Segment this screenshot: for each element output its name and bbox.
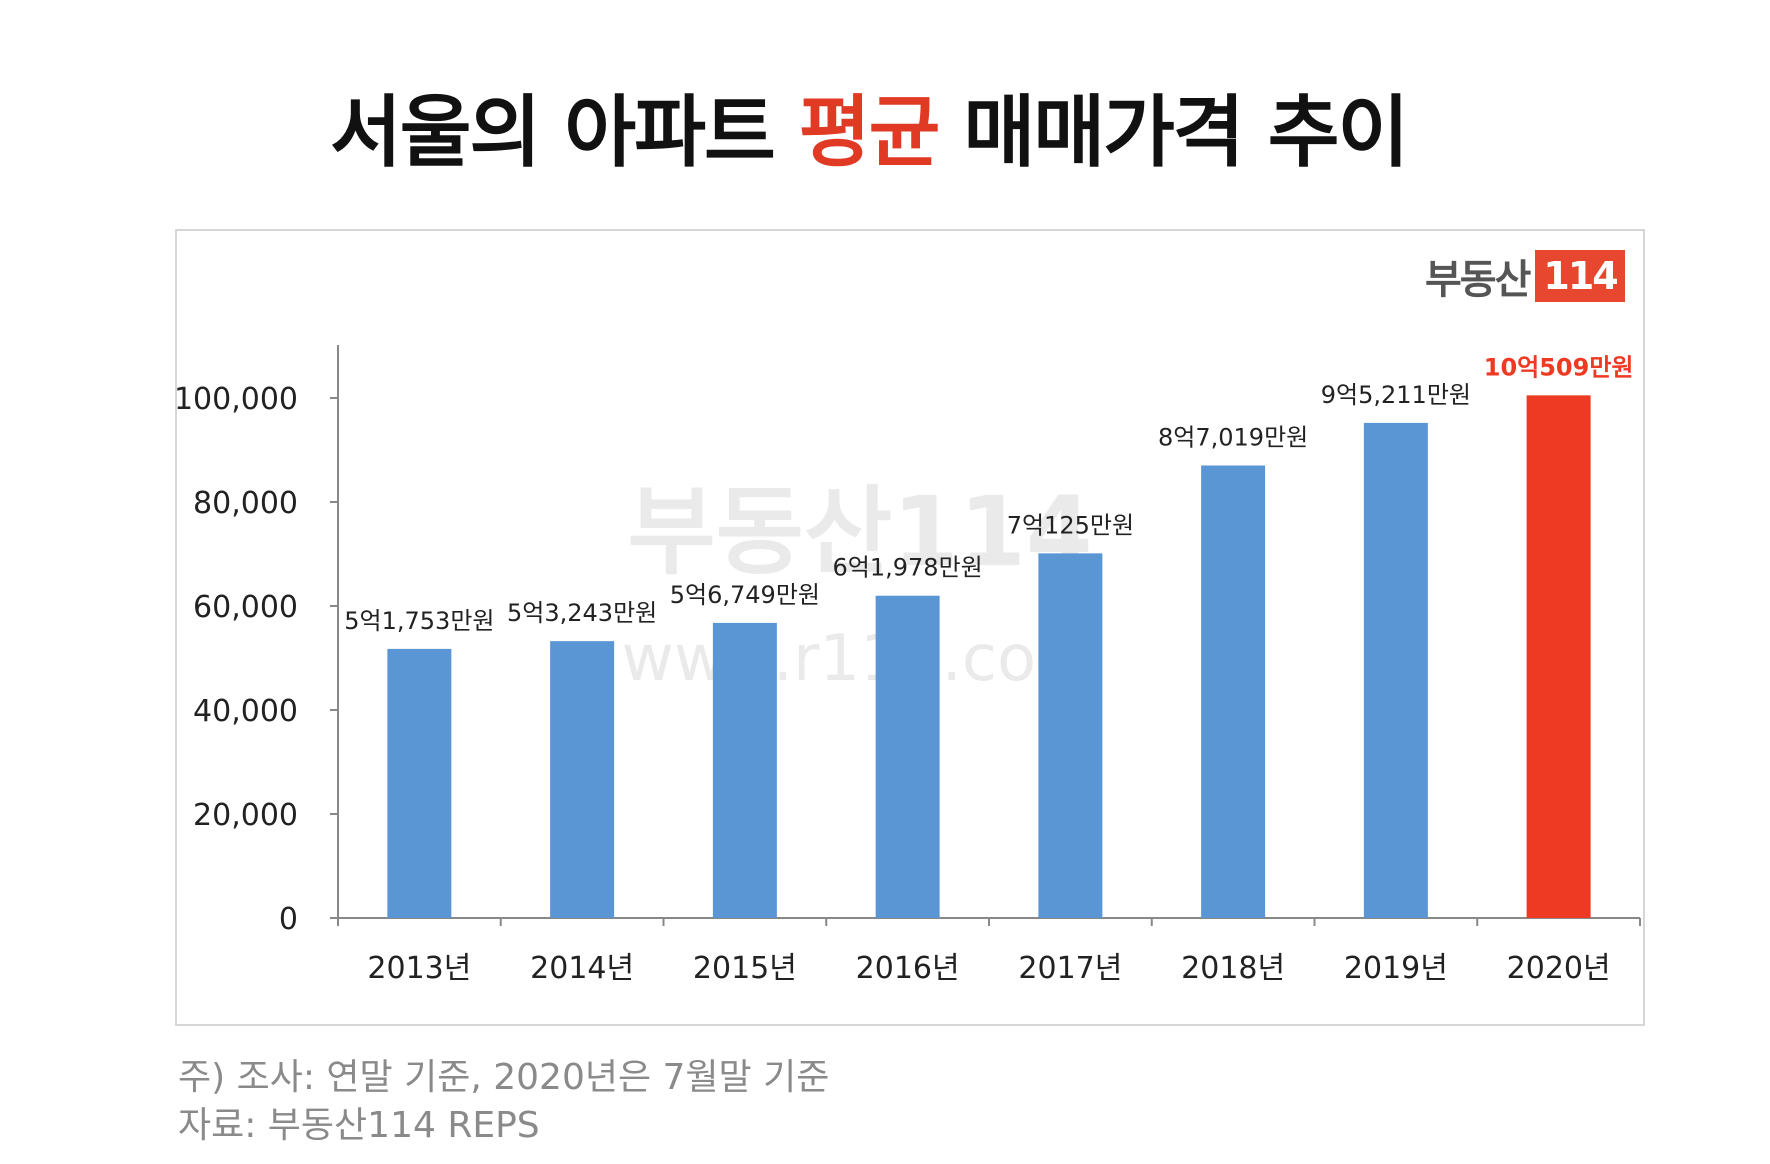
brand-logo: 부동산 114	[1425, 248, 1625, 304]
bar-2013년	[387, 648, 452, 918]
bar-2015년	[712, 622, 777, 918]
title-text-start: 서울의 아파트	[330, 88, 799, 178]
watermark: 부동산114 www.r114.com	[622, 476, 1099, 696]
data-label: 8억7,019만원	[1158, 424, 1308, 452]
data-label: 5억3,243만원	[507, 599, 657, 627]
bar-2018년	[1201, 465, 1266, 918]
logo-text: 부동산	[1425, 257, 1531, 303]
data-label: 5억1,753만원	[344, 607, 494, 635]
bar-2014년	[550, 641, 615, 918]
x-tick-label: 2019년	[1344, 951, 1448, 986]
data-label: 6억1,978만원	[833, 554, 983, 582]
watermark-url: www.r114.com	[622, 622, 1099, 696]
x-tick-label: 2016년	[856, 951, 960, 986]
y-tick-label: 60,000	[193, 590, 298, 625]
data-label: 10억509만원	[1484, 353, 1634, 381]
y-tick-label: 100,000	[174, 382, 298, 417]
data-label: 7억125만원	[1007, 511, 1134, 539]
x-tick-label: 2018년	[1181, 951, 1285, 986]
bars	[387, 395, 1591, 918]
bar-2019년	[1363, 422, 1428, 918]
x-tick-label: 2014년	[530, 951, 634, 986]
x-tick-label: 2013년	[367, 951, 471, 986]
data-label: 5억6,749만원	[670, 581, 820, 609]
bar-2016년	[875, 595, 940, 918]
footnote-source: 자료: 부동산114 REPS	[178, 1105, 540, 1146]
title-highlight: 평균	[798, 88, 941, 178]
watermark-brand: 부동산114	[627, 476, 1092, 588]
logo-number-box: 114	[1535, 250, 1625, 302]
x-tick-label: 2015년	[693, 951, 797, 986]
data-label: 9억5,211만원	[1321, 381, 1471, 409]
data-labels: 5억1,753만원 5억3,243만원 5억6,749만원 6억1,978만원 7억12…	[344, 353, 1633, 635]
y-tick-label: 20,000	[193, 798, 298, 833]
x-tick-label: 2020년	[1507, 951, 1611, 986]
bar-2020년	[1526, 395, 1591, 918]
footnote-survey: 주) 조사: 연말 기준, 2020년은 7월말 기준	[178, 1057, 830, 1098]
y-tick-label: 80,000	[193, 486, 298, 521]
y-tick-label: 0	[279, 902, 298, 937]
x-tick-label: 2017년	[1018, 951, 1122, 986]
title-text-end: 매매가격 추이	[938, 88, 1410, 178]
bar-2017년	[1038, 553, 1103, 918]
y-tick-label: 40,000	[193, 694, 298, 729]
